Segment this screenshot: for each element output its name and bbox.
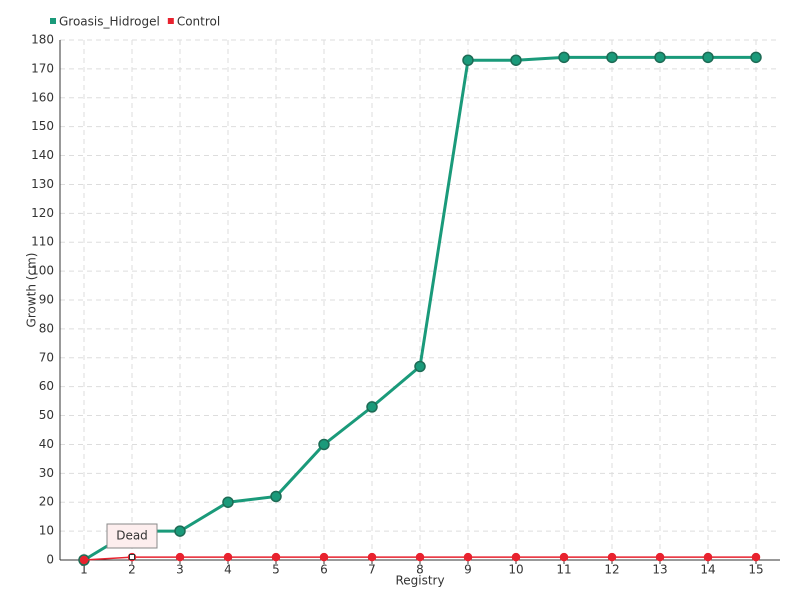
y-tick-label: 20 [39,495,54,509]
data-point [366,401,378,413]
x-tick-label: 11 [556,563,571,577]
legend-swatch [167,18,174,24]
y-tick-label: 40 [39,437,54,451]
y-tick-label: 130 [31,177,54,191]
annotation-marker [129,554,135,560]
data-point [606,51,618,64]
data-point [415,552,425,562]
x-tick-label: 4 [224,563,232,577]
data-point [223,552,233,562]
legend-label: Control [177,15,220,29]
data-point [414,360,426,373]
x-tick-label: 14 [700,563,715,577]
data-point [79,555,89,565]
y-tick-label: 50 [39,408,54,422]
y-tick-label: 70 [39,350,54,364]
y-tick-label: 90 [39,293,54,307]
data-point [702,51,714,64]
y-tick-label: 170 [31,61,54,75]
data-point [511,552,521,562]
annotation-box [106,523,158,549]
data-point [270,490,282,503]
data-point [462,54,474,66]
x-tick-label: 12 [604,563,619,577]
data-point [703,552,713,562]
data-point [222,496,234,508]
y-tick-label: 0 [46,553,54,567]
y-tick-label: 60 [39,379,54,393]
data-point [655,552,665,562]
y-tick-label: 140 [31,148,54,162]
y-tick-label: 100 [31,264,54,278]
legend-swatch [50,18,56,24]
x-tick-label: 7 [368,563,376,577]
y-tick-label: 180 [31,33,54,47]
x-tick-label: 10 [508,563,523,577]
y-tick-label: 150 [31,119,54,133]
legend-label: Groasis_Hidrogel [59,15,160,29]
y-axis-label: Growth (cm) [25,253,39,328]
x-tick-label: 6 [320,563,328,577]
x-tick-label: 13 [652,563,667,577]
x-tick-label: 8 [416,563,424,577]
data-point [174,525,186,537]
x-tick-label: 9 [464,563,472,577]
x-tick-label: 1 [80,563,88,577]
y-tick-label: 160 [31,90,54,104]
annotation-text: Dead [116,529,148,543]
y-tick-label: 10 [39,524,54,538]
data-point [654,51,666,64]
data-point [319,552,329,562]
data-point [318,438,330,451]
data-point [510,54,522,66]
data-point [558,51,570,64]
y-tick-label: 80 [39,321,54,335]
y-tick-label: 110 [31,235,54,249]
x-axis-label: Registry [395,574,444,588]
data-point [175,552,185,562]
data-point [750,51,762,64]
data-point [463,552,473,562]
y-tick-label: 120 [31,206,54,220]
x-tick-label: 5 [272,563,280,577]
data-point [367,552,377,562]
x-tick-label: 2 [128,563,136,577]
x-tick-label: 3 [176,563,184,577]
data-point [751,552,761,562]
data-point [559,552,569,562]
data-point [607,552,617,562]
x-tick-label: 15 [748,563,763,577]
y-tick-label: 30 [39,466,54,480]
data-point [271,552,281,562]
